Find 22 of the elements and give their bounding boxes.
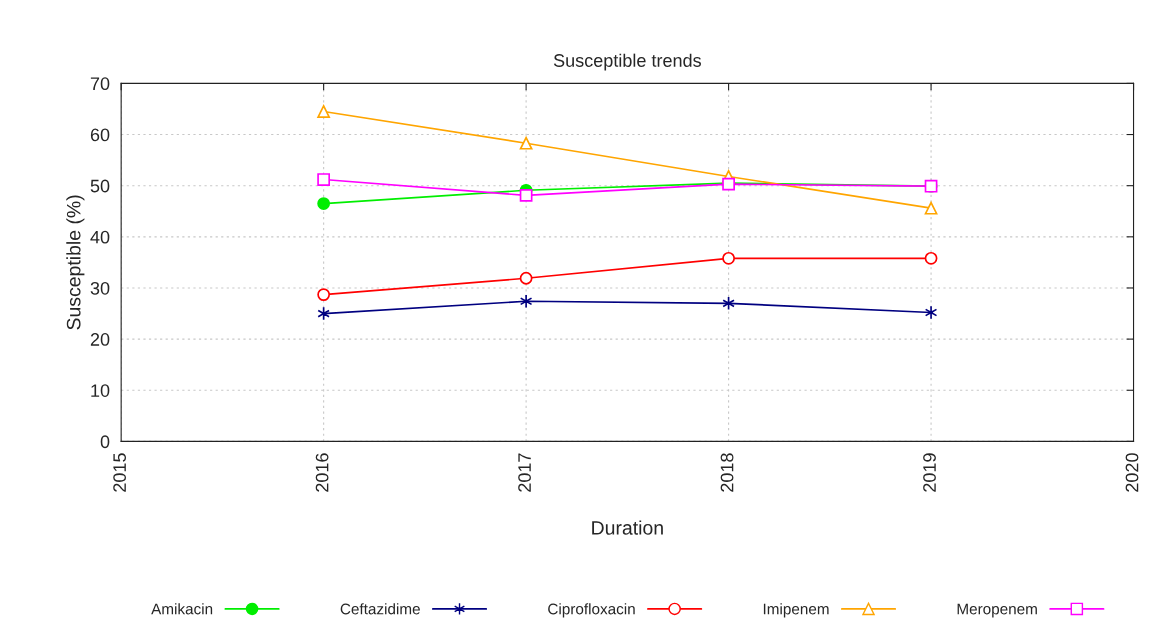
legend-label: Imipenem — [763, 603, 829, 618]
chart-title: Susceptible trends — [553, 53, 701, 71]
y-tick-label: 50 — [90, 179, 110, 193]
y-tick-label: 60 — [90, 128, 110, 142]
y-tick-label: 30 — [90, 281, 110, 295]
x-tick-label: 2020 — [1125, 453, 1139, 492]
legend-label: Amikacin — [151, 603, 213, 615]
x-tick-label: 2017 — [518, 453, 531, 492]
y-axis-title: Susceptible (%) — [66, 195, 85, 330]
x-tick-label: 2019 — [923, 453, 936, 492]
x-tick-label: 2018 — [720, 453, 734, 492]
x-axis-title: Duration — [592, 520, 663, 535]
x-tick-label: 2015 — [113, 453, 127, 492]
x-tick-label: 2016 — [315, 453, 329, 492]
y-tick-label: 10 — [91, 384, 110, 397]
legend-label: Meropenem — [957, 603, 1037, 618]
y-tick-label: 0 — [100, 435, 110, 449]
y-tick-label: 20 — [90, 333, 110, 346]
y-tick-label: 70 — [90, 77, 110, 91]
legend-label: Ciprofloxacin — [548, 603, 635, 618]
legend-label: Ceftazidime — [340, 603, 420, 615]
y-tick-label: 40 — [90, 230, 110, 244]
